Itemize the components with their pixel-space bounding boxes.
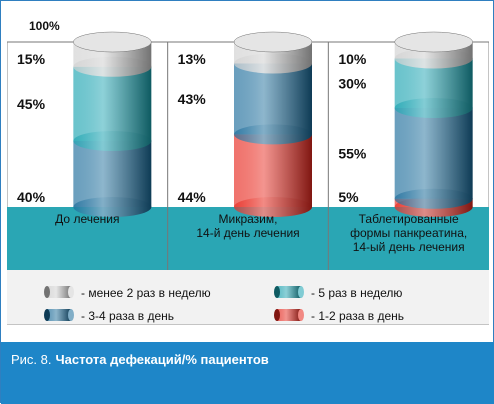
category-label: Таблетированные [359,212,459,226]
bar-segment-bottom [394,188,473,209]
bar-top-cap [233,31,313,53]
legend-swatch [277,309,301,321]
legend-swatch-end [68,286,74,298]
legend-swatch-end [44,286,50,298]
bar-top-cap [73,31,152,53]
value-label: 40% [17,189,46,205]
legend-label: - 5 раз в неделю [311,286,402,300]
legend-swatch [47,286,71,298]
legend-area [7,270,489,324]
value-label: 30% [338,75,367,91]
category-label: 14-ый день лечения [353,240,465,254]
bar-segment-bottom [234,124,312,145]
bar-top-cap [394,31,473,53]
chart-svg: 100% 15% 45% 40% До лечения 13% 43% 44% Микразим… [7,19,489,325]
bar-segment-bottom [234,53,312,74]
value-label: 15% [17,51,46,67]
value-label: 43% [178,91,207,107]
legend-swatch-end [298,286,304,298]
bar-segment [73,141,152,207]
bar-segment-bottom [394,98,473,118]
value-label: 44% [178,189,207,205]
value-label: 5% [338,189,359,205]
caption-title: Частота дефекаций/% пациентов [55,352,269,367]
category-label: 14-й день лечения [196,226,299,240]
category-label: формы панкреатина, [350,226,467,240]
caption-prefix: Рис. 8. [11,352,52,367]
legend-label: - 3-4 раза в день [81,309,174,323]
legend-swatch-end [68,309,74,321]
bar-segment-bottom [73,131,152,151]
bar-segment [73,66,152,141]
legend-swatch [277,286,301,298]
bar-segment [234,134,312,207]
figure-caption: Рис. 8. Частота дефекаций/% пациентов [1,342,494,404]
legend-swatch [47,309,71,321]
legend-label: - менее 2 раз в неделю [81,286,211,300]
legend-swatch-end [298,309,304,321]
category-label: Микразим, [219,212,278,226]
top-label: 100% [29,19,60,33]
bar-segment-bottom [234,197,312,217]
value-label: 10% [338,51,367,67]
value-label: 55% [338,145,367,161]
bar-segment [394,108,473,199]
bar-segment-bottom [394,48,473,69]
legend-swatch-end [274,286,280,298]
bar-segment [234,63,312,135]
category-label: До лечения [55,212,119,226]
category-band [7,207,489,270]
bar-segment-bottom [73,197,152,217]
value-label: 13% [178,51,207,67]
legend-label: - 1-2 раза в день [311,309,404,323]
value-label: 45% [17,96,46,112]
legend-swatch-end [44,309,50,321]
legend-swatch-end [274,309,280,321]
caption-text: Рис. 8. Частота дефекаций/% пациентов [11,352,269,367]
bar-segment-bottom [73,56,152,77]
